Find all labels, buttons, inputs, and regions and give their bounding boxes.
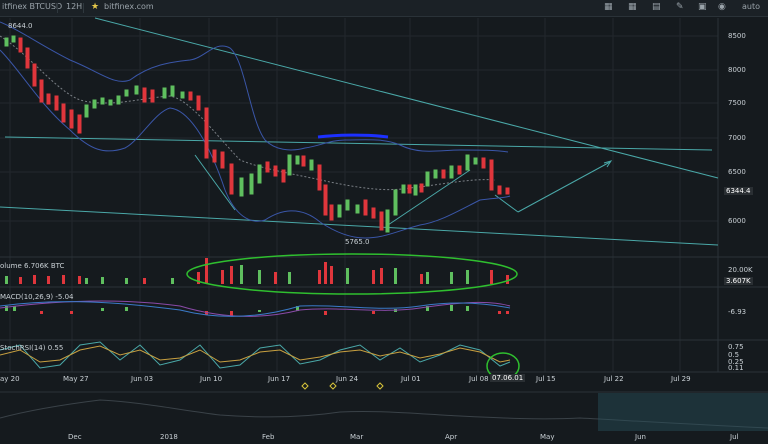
stochrsi-legend: StochRSI(14) 0.55 (0, 344, 64, 352)
auto-scale-button[interactable]: auto (742, 2, 761, 11)
nav-tick: Mar (350, 433, 364, 441)
current-price-badge: 6344.4 (724, 187, 753, 195)
price-tick: 6500 (728, 168, 746, 176)
nav-tick: Jul (730, 433, 739, 441)
date-tick: Jul 01 (401, 375, 421, 383)
date-tick: Jul 22 (604, 375, 624, 383)
stoch-tick: 0.75 (728, 343, 744, 351)
low-price-label: 5765.0 (345, 238, 370, 246)
chart-toolbar: itfinex BTCUSD 12H ★ bitfinex.com ▦ ▦ ▤ … (0, 0, 768, 17)
macd-legend: MACD(10,26,9) -5.04 (0, 293, 74, 301)
highlight-stroke (317, 133, 389, 139)
high-price-label: 8644.0 (8, 22, 33, 30)
date-tick: Jun 03 (131, 375, 154, 383)
navigator-window[interactable] (598, 393, 768, 431)
price-tick: 7500 (728, 99, 746, 107)
source-label: bitfinex.com (104, 2, 154, 11)
candlesticks[interactable] (4, 35, 510, 233)
volume-legend: olume 6.706K BTC (0, 262, 65, 270)
grid-lines (0, 18, 718, 372)
date-tick: Jun 24 (336, 375, 359, 383)
date-tick: Jun 10 (200, 375, 223, 383)
date-tick: Jul 29 (671, 375, 691, 383)
interval-selector[interactable]: 12H (66, 2, 83, 11)
pane-separators (0, 18, 768, 393)
date-tick: May 27 (63, 375, 89, 383)
nav-tick: Dec (68, 433, 82, 441)
date-tick: Jul 08 (469, 375, 489, 383)
navigator-series (0, 399, 768, 429)
nav-tick: May (540, 433, 555, 441)
stoch-tick: 0.11 (728, 364, 744, 372)
indicators-icon[interactable]: ▦ (628, 2, 637, 12)
nav-tick: Apr (445, 433, 458, 441)
stoch-tick: 0.25 (728, 358, 744, 366)
toolbar-divider (57, 3, 58, 13)
price-tick: 7000 (728, 134, 746, 142)
camera-icon[interactable]: ◉ (718, 2, 726, 12)
star-icon[interactable]: ★ (91, 2, 100, 12)
chart-type-icon[interactable]: ▦ (604, 2, 613, 12)
stochrsi-lines (0, 341, 511, 369)
stoch-tick: 0.5 (728, 351, 740, 359)
symbol-selector[interactable]: itfinex BTCUSD (2, 2, 63, 11)
volume-annotation-circle (186, 253, 518, 295)
nav-tick: 2018 (160, 433, 178, 441)
pencil-icon[interactable]: ✎ (676, 2, 684, 12)
toolbar-divider (83, 3, 84, 13)
date-tick: ay 20 (0, 375, 20, 383)
fullscreen-icon[interactable]: ▣ (698, 2, 707, 12)
arrow-icon (603, 160, 613, 168)
price-tick: 8000 (728, 66, 746, 74)
event-markers[interactable] (301, 382, 384, 390)
macd-value: -6.93 (728, 308, 747, 316)
volume-tick: 3.607K (724, 277, 753, 285)
settings-icon[interactable]: ▤ (652, 2, 661, 12)
price-tick: 8500 (728, 32, 746, 40)
crosshair-date: 07.06.01 (490, 374, 526, 382)
volume-bars (5, 258, 509, 284)
volume-tick: 20.00K (728, 266, 753, 274)
macd-histogram (0, 300, 511, 317)
nav-tick: Feb (262, 433, 275, 441)
trend-lines[interactable] (0, 17, 719, 246)
date-tick: Jun 17 (268, 375, 291, 383)
date-tick: Jul 15 (536, 375, 556, 383)
bollinger-bands (0, 21, 511, 239)
price-tick: 6000 (728, 217, 746, 225)
nav-tick: Jun (635, 433, 646, 441)
